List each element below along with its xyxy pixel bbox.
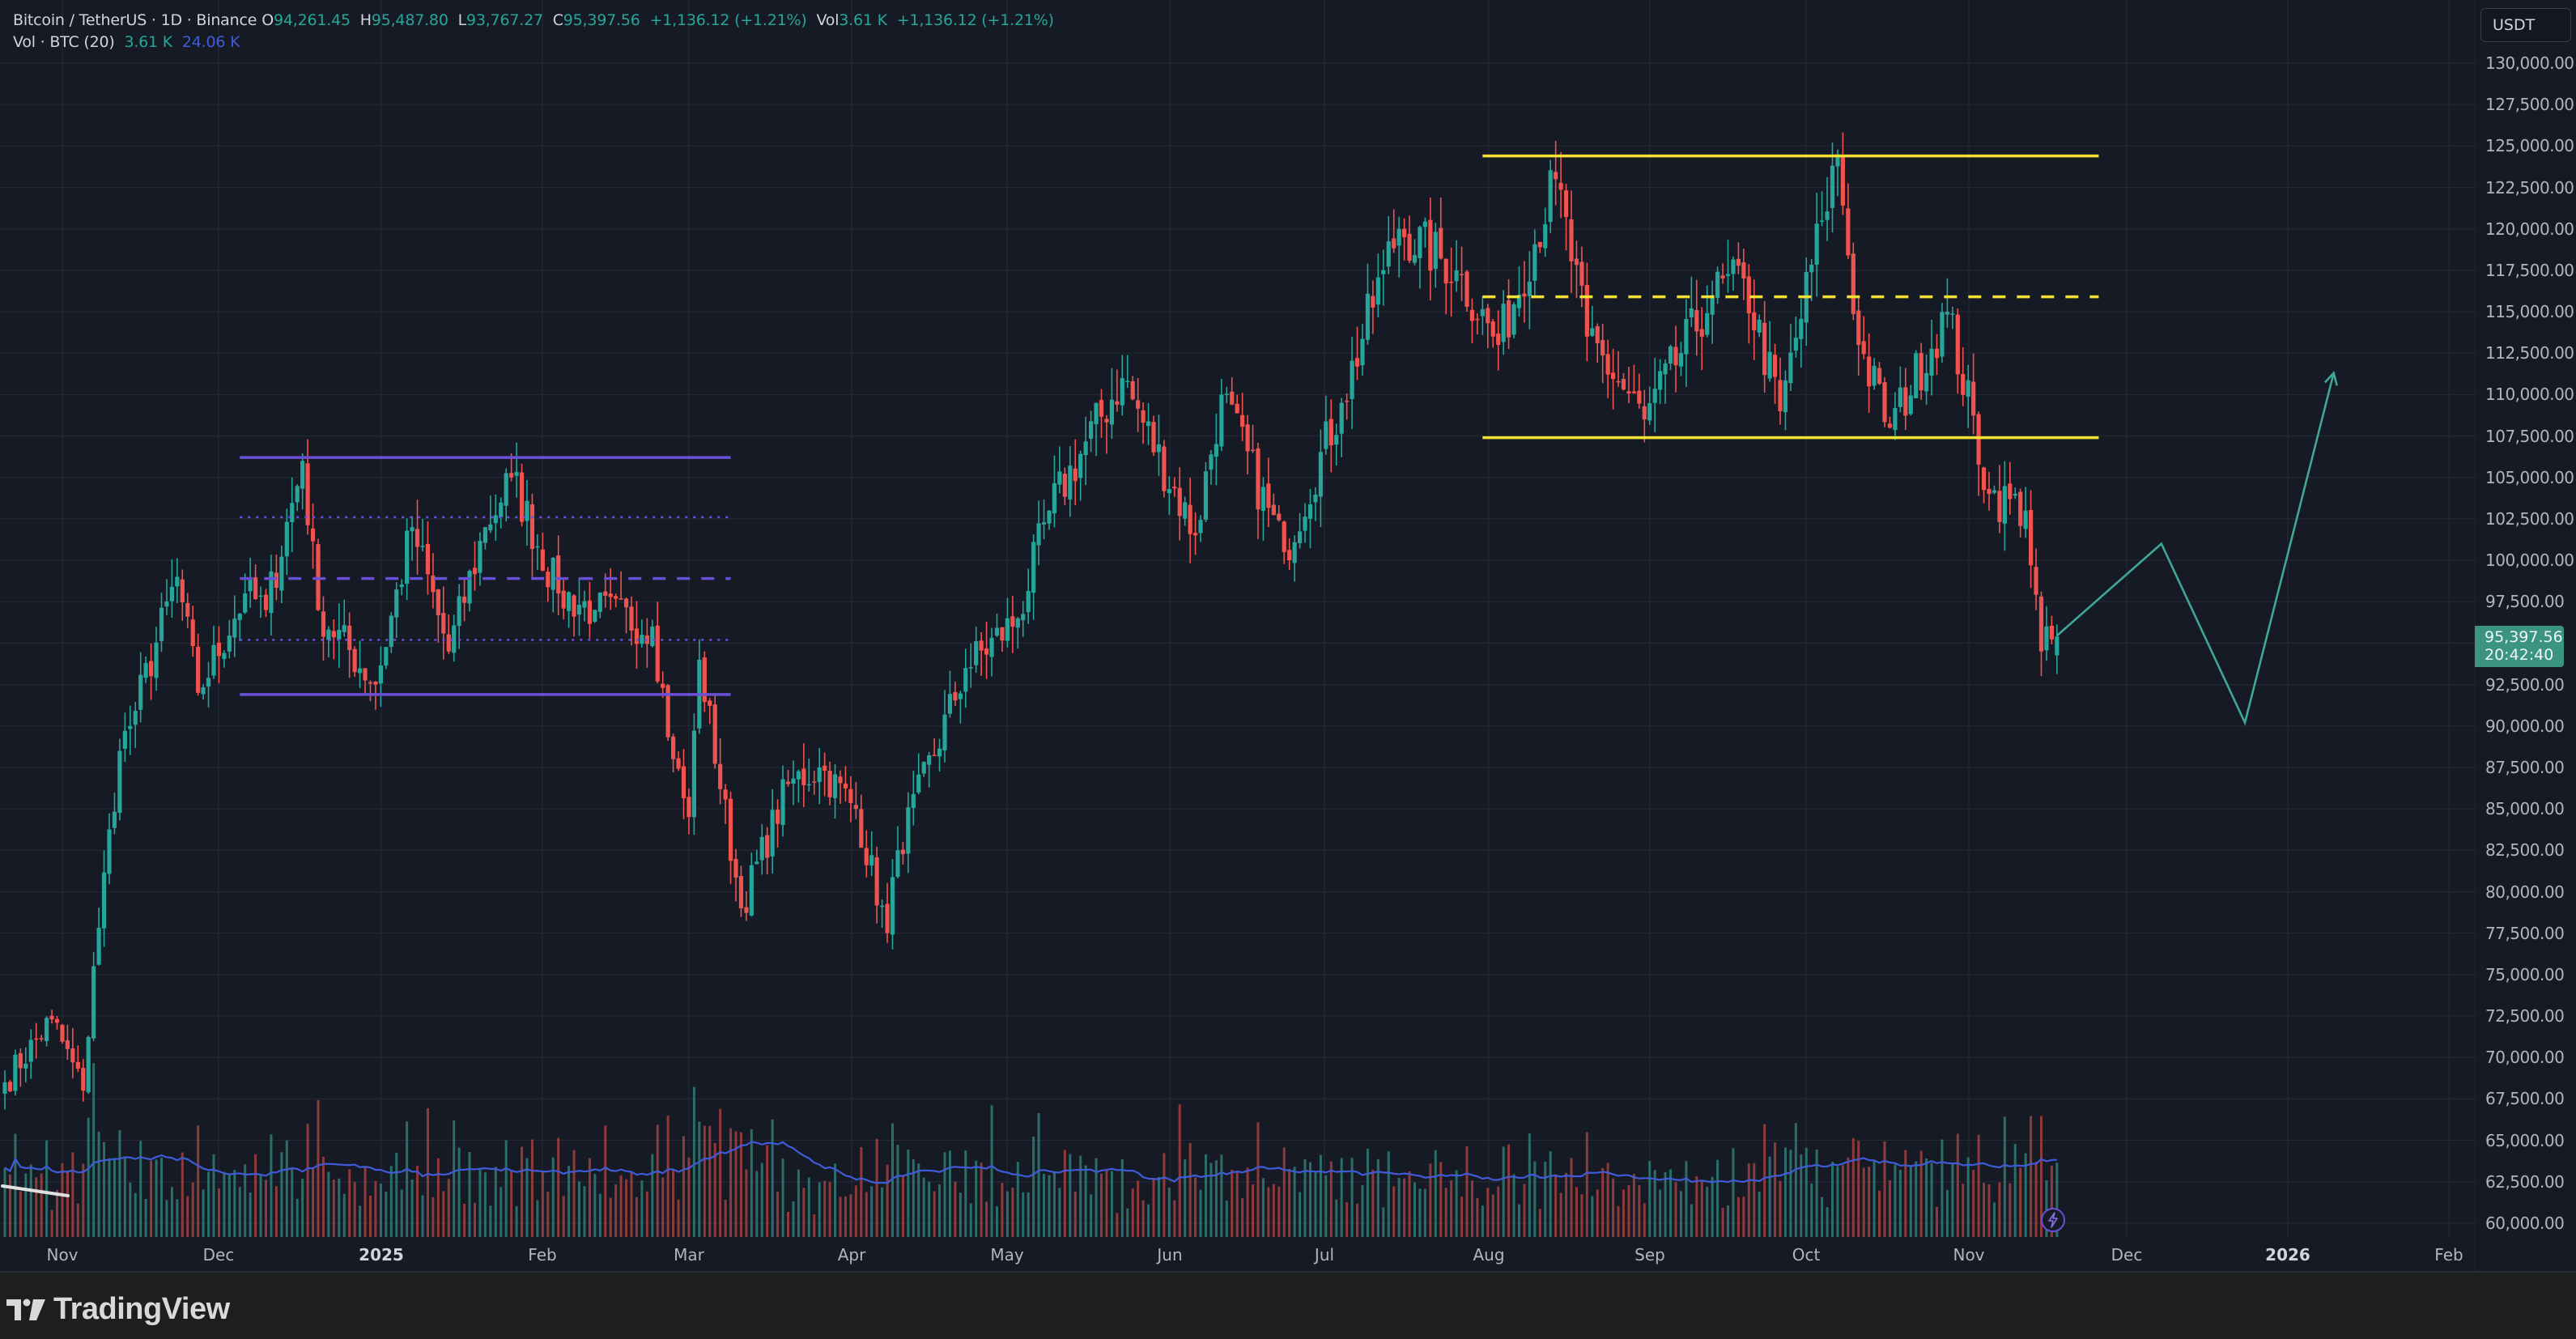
price-axis-label: 62,500.00 <box>2485 1171 2565 1192</box>
price-axis-label: 75,000.00 <box>2485 964 2565 984</box>
price-axis-label: 92,500.00 <box>2485 674 2565 695</box>
time-axis-label: Feb <box>2434 1245 2463 1265</box>
low-value: 93,767.27 <box>465 11 543 29</box>
price-axis-label: 100,000.00 <box>2485 550 2574 571</box>
symbol-legend[interactable]: Bitcoin / TetherUS · 1D · Binance O94,261… <box>13 11 1059 29</box>
price-axis-label: 107,500.00 <box>2485 426 2574 446</box>
price-axis-label: 110,000.00 <box>2485 385 2574 405</box>
price-axis-label: 80,000.00 <box>2485 882 2565 902</box>
low-label: L <box>457 11 467 29</box>
time-axis-label: Mar <box>674 1245 704 1265</box>
price-axis-label: 77,500.00 <box>2485 923 2565 943</box>
time-axis-label: Oct <box>1792 1245 1821 1265</box>
open-label: O <box>261 11 274 29</box>
price-axis-label: 97,500.00 <box>2485 592 2565 612</box>
time-axis-label: Dec <box>202 1245 235 1265</box>
high-label: H <box>359 11 372 29</box>
volume-indicator-name[interactable]: Vol · BTC (20) <box>13 33 115 51</box>
grid-lines <box>0 0 2475 1237</box>
footer <box>0 1273 2576 1339</box>
price-axis-label: 72,500.00 <box>2485 1006 2565 1027</box>
chart-panel[interactable]: Bitcoin / TetherUS · 1D · Binance O94,261… <box>0 0 2576 1273</box>
price-axis-label: 120,000.00 <box>2485 219 2574 239</box>
price-axis-label: 105,000.00 <box>2485 467 2574 487</box>
last-price-tag: 95,397.56 20:42:40 <box>2475 626 2564 667</box>
price-axis-label: 87,500.00 <box>2485 757 2565 777</box>
price-axis-label: 65,000.00 <box>2485 1130 2565 1150</box>
price-axis-label: 82,500.00 <box>2485 840 2565 861</box>
volume-bars <box>3 1063 2059 1237</box>
candlesticks <box>2 132 2060 1110</box>
change-value: +1,136.12 (+1.21%) <box>649 11 807 29</box>
time-axis-label: Sep <box>1634 1245 1665 1265</box>
time-axis-label: Jun <box>1157 1245 1183 1265</box>
volume-ma-value: 24.06 K <box>181 33 240 51</box>
tradingview-logo-icon <box>6 1299 45 1320</box>
vol-change-value: +1,136.12 (+1.21%) <box>896 11 1054 29</box>
volume-value: 3.61 K <box>124 33 173 51</box>
volume-legend[interactable]: Vol · BTC (20) 3.61 K 24.06 K <box>13 33 244 51</box>
open-value: 94,261.45 <box>273 11 351 29</box>
time-axis-label: May <box>990 1245 1024 1265</box>
tradingview-brand: TradingView <box>53 1292 230 1326</box>
price-axis-label: 60,000.00 <box>2485 1213 2565 1233</box>
time-axis-label: 2025 <box>359 1245 404 1265</box>
last-price-value: 95,397.56 <box>2485 628 2563 646</box>
price-axis-label: 122,500.00 <box>2485 177 2574 198</box>
price-axis-label: 127,500.00 <box>2485 95 2574 115</box>
lightning-alert-icon[interactable] <box>2040 1207 2066 1233</box>
price-axis-label: 117,500.00 <box>2485 260 2574 280</box>
time-axis-label: Jul <box>1314 1245 1335 1265</box>
high-value: 95,487.80 <box>371 11 448 29</box>
price-axis-label: 130,000.00 <box>2485 53 2574 73</box>
time-axis-label: Feb <box>528 1245 557 1265</box>
currency-button[interactable]: USDT <box>2480 8 2571 42</box>
tradingview-logo[interactable]: TradingView <box>6 1292 230 1327</box>
time-axis-label: Nov <box>1953 1245 1985 1265</box>
time-axis-label: Apr <box>837 1245 866 1265</box>
time-axis-label: 2026 <box>2265 1245 2310 1265</box>
price-axis-label: 112,500.00 <box>2485 343 2574 363</box>
price-axis-label: 102,500.00 <box>2485 508 2574 529</box>
price-chart-canvas[interactable] <box>0 0 2576 1273</box>
bar-countdown: 20:42:40 <box>2485 646 2554 664</box>
price-axis-label: 67,500.00 <box>2485 1089 2565 1109</box>
time-axis-label: Nov <box>46 1245 79 1265</box>
time-axis-label: Aug <box>1473 1245 1505 1265</box>
drawings <box>1 154 2338 1197</box>
vol-value: 3.61 K <box>839 11 887 29</box>
vol-label: Vol <box>816 11 840 29</box>
close-label: C <box>552 11 563 29</box>
price-axis-label: 70,000.00 <box>2485 1048 2565 1068</box>
price-axis-label: 85,000.00 <box>2485 799 2565 819</box>
price-axis-label: 125,000.00 <box>2485 136 2574 156</box>
volume-ma-line <box>4 1141 2057 1184</box>
time-axis-label: Dec <box>2111 1245 2143 1265</box>
price-axis-label: 90,000.00 <box>2485 716 2565 736</box>
close-value: 95,397.56 <box>563 11 640 29</box>
symbol-title[interactable]: Bitcoin / TetherUS · 1D · Binance <box>13 11 257 29</box>
price-axis-label: 115,000.00 <box>2485 302 2574 322</box>
